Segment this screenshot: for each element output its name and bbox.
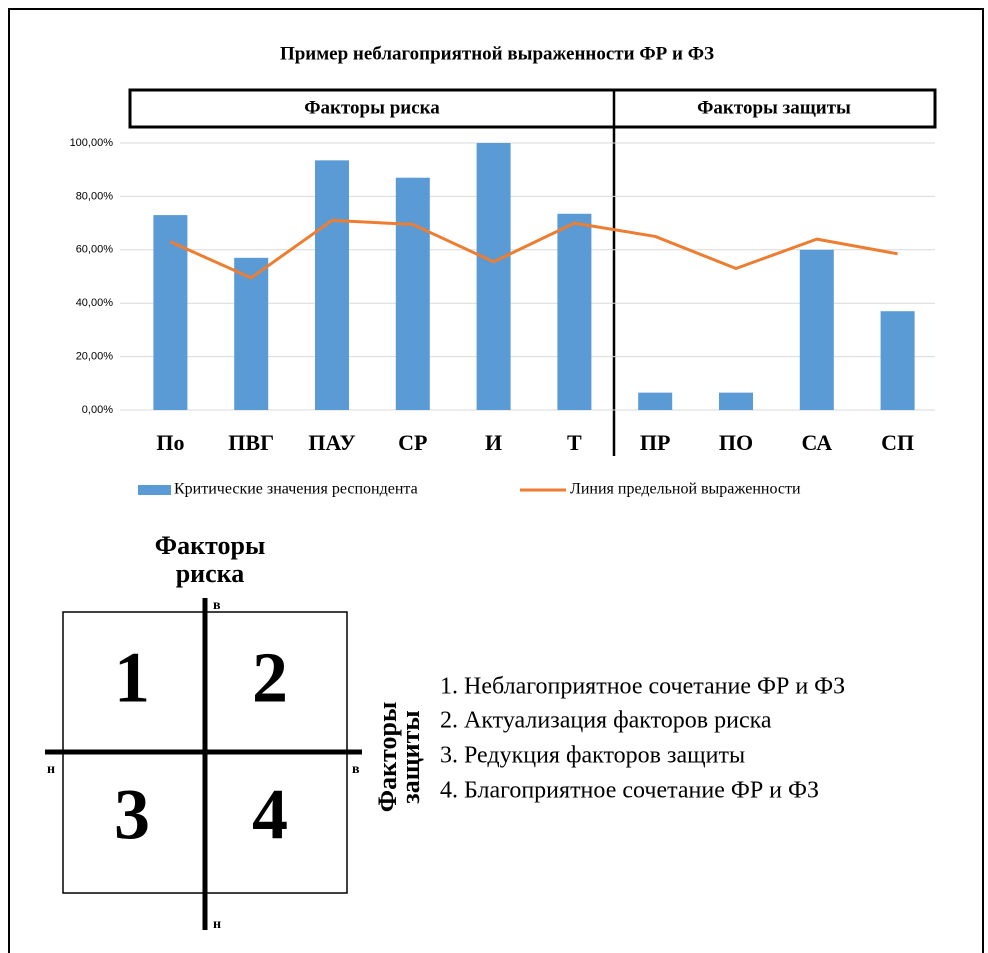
bar <box>476 143 511 410</box>
quadrant-number: 2 <box>252 638 288 718</box>
x-tick-label: СП <box>881 430 914 455</box>
bar <box>315 160 349 410</box>
x-tick-label: ПР <box>640 430 671 455</box>
x-tick-label: ПАУ <box>308 430 355 455</box>
y-tick-label: 40,00% <box>76 297 114 309</box>
bar <box>799 249 834 410</box>
y-tick-label: 20,00% <box>76 351 114 363</box>
bar <box>557 213 592 410</box>
chart-title: Пример неблагоприятной выраженности ФР и… <box>280 43 714 64</box>
y-tick-label: 0,00% <box>82 404 113 416</box>
x-tick-label: СР <box>398 430 427 455</box>
group-label: Факторы защиты <box>697 97 851 118</box>
legend-swatch <box>138 485 171 495</box>
axis-end-label: в <box>352 762 360 777</box>
legend-item: 2. Актуализация факторов риска <box>440 708 772 734</box>
line <box>169 218 898 280</box>
group-header-box <box>128 88 937 129</box>
y-tick-label: 80,00% <box>76 190 114 202</box>
x-tick-label: ПВГ <box>228 430 274 455</box>
axis-label: риска <box>176 559 245 588</box>
legend-item: 3. Редукция факторов защиты <box>440 743 745 769</box>
bar <box>234 257 269 410</box>
axis-end-label: в <box>213 598 221 613</box>
bar <box>880 311 915 410</box>
quadrant-number: 3 <box>114 775 150 855</box>
bar <box>153 215 188 410</box>
bar <box>638 392 673 410</box>
y-tick-label: 60,00% <box>76 244 114 256</box>
axis-end-label: н <box>213 917 221 932</box>
legend-label: Линия предельной выраженности <box>570 481 801 498</box>
x-tick-label: ПО <box>719 430 753 455</box>
legend-item: 4. Благоприятное сочетание ФР и ФЗ <box>440 778 819 804</box>
y-tick-label: 100,00% <box>70 137 114 149</box>
axis-end-label: н <box>47 762 55 777</box>
frame <box>8 8 984 953</box>
legend-label: Критические значения респондента <box>174 481 418 498</box>
legend-item: 1. Неблагоприятное сочетание ФР и ФЗ <box>440 674 845 700</box>
group-label: Факторы риска <box>304 97 440 118</box>
bar <box>719 392 753 410</box>
x-tick-label: Т <box>567 430 582 455</box>
quadrant-number: 1 <box>114 638 150 718</box>
x-tick-label: По <box>156 430 184 455</box>
x-tick-label: СА <box>801 430 832 455</box>
axis-label: Факторы <box>155 531 266 560</box>
axis-label: Факторы <box>373 702 402 813</box>
axis-label: защиты <box>396 710 425 803</box>
x-tick-label: И <box>485 430 502 455</box>
bar <box>395 177 430 410</box>
quadrant-number: 4 <box>252 775 288 855</box>
